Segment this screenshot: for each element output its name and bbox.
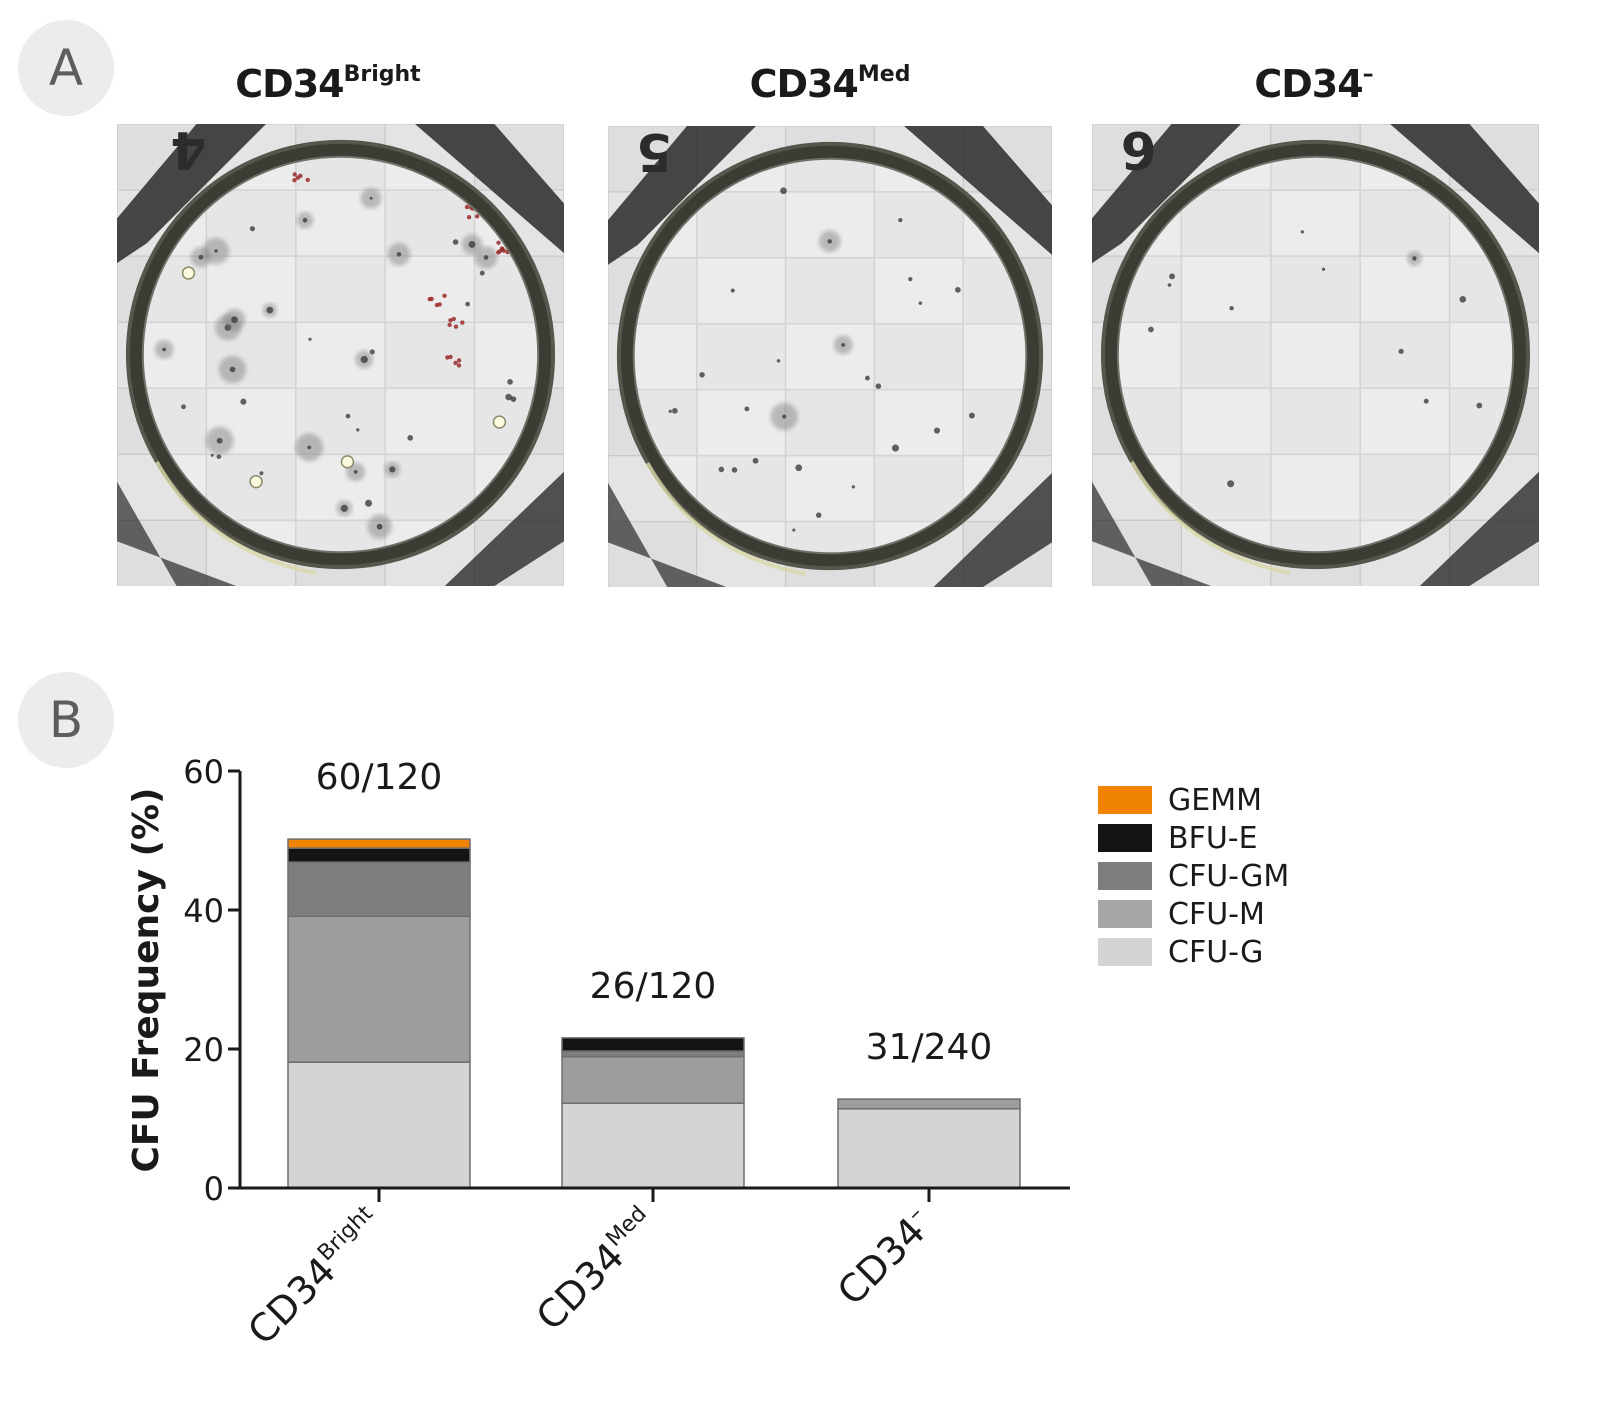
bar-segment-cfu-m (561, 1055, 745, 1104)
bar-segment-cfu-g (837, 1108, 1021, 1189)
bar-segment-bfu-e (561, 1037, 745, 1052)
panel-b-label: B (48, 691, 84, 749)
bar-segment-cfu-m (287, 915, 471, 1063)
panel-a-label: A (48, 39, 84, 97)
dish-title-med: CD34Med (749, 62, 911, 106)
bar-segment-gemm (287, 838, 471, 849)
stacked-bar-chart: 0 20 40 60 CFU Frequency (%) 60/120 CD34Bright… (126, 753, 1289, 1353)
bar-annotation: 60/120 (316, 757, 443, 798)
x-tick-label: CD34Bright (239, 1201, 391, 1353)
y-axis-title: CFU Frequency (%) (126, 788, 167, 1173)
legend-swatch-gemm (1098, 786, 1152, 814)
legend-label: BFU-E (1168, 821, 1258, 856)
legend-swatch-bfu-e (1098, 824, 1152, 852)
legend-label: CFU-G (1168, 935, 1263, 970)
x-tick-label: CD34Med (528, 1201, 666, 1339)
bar-segment-cfu-gm (561, 1050, 745, 1058)
culture-dish-image-negative: 6 (1092, 124, 1539, 586)
panel-b-badge: B (18, 672, 114, 768)
x-tick-label: CD34– (829, 1201, 942, 1314)
bar-CD34– (837, 1098, 1021, 1189)
y-tick-label: 60 (183, 753, 224, 791)
bar-CD34Med (561, 1037, 745, 1189)
svg-text:4: 4 (170, 124, 206, 179)
legend-label: CFU-M (1168, 897, 1265, 932)
legend-swatch-cfu-gm (1098, 862, 1152, 890)
dish-title-bright: CD34Bright (235, 62, 421, 106)
y-tick-label: 40 (183, 892, 224, 930)
bar-segment-cfu-g (287, 1061, 471, 1189)
svg-text:6: 6 (1121, 124, 1157, 179)
y-tick-label: 20 (183, 1031, 224, 1069)
bar-segment-bfu-e (287, 847, 471, 863)
bar-annotation: 26/120 (590, 966, 717, 1007)
bar-CD34Bright (287, 838, 471, 1189)
legend-label: GEMM (1168, 783, 1262, 818)
culture-dish-image-bright: 4 (117, 124, 564, 586)
culture-dish-image-med: 5 (608, 126, 1052, 587)
y-tick-label: 0 (204, 1170, 224, 1208)
legend-label: CFU-GM (1168, 859, 1289, 894)
panel-a-badge: A (18, 20, 114, 116)
legend-swatch-cfu-g (1098, 938, 1152, 966)
bar-annotation: 31/240 (866, 1027, 993, 1068)
bar-segment-cfu-gm (287, 861, 471, 918)
bar-segment-cfu-g (561, 1102, 745, 1189)
dish-title-negative: CD34– (1254, 62, 1374, 106)
legend-swatch-cfu-m (1098, 900, 1152, 928)
svg-text:5: 5 (636, 126, 672, 181)
bar-segment-cfu-m (837, 1098, 1021, 1110)
